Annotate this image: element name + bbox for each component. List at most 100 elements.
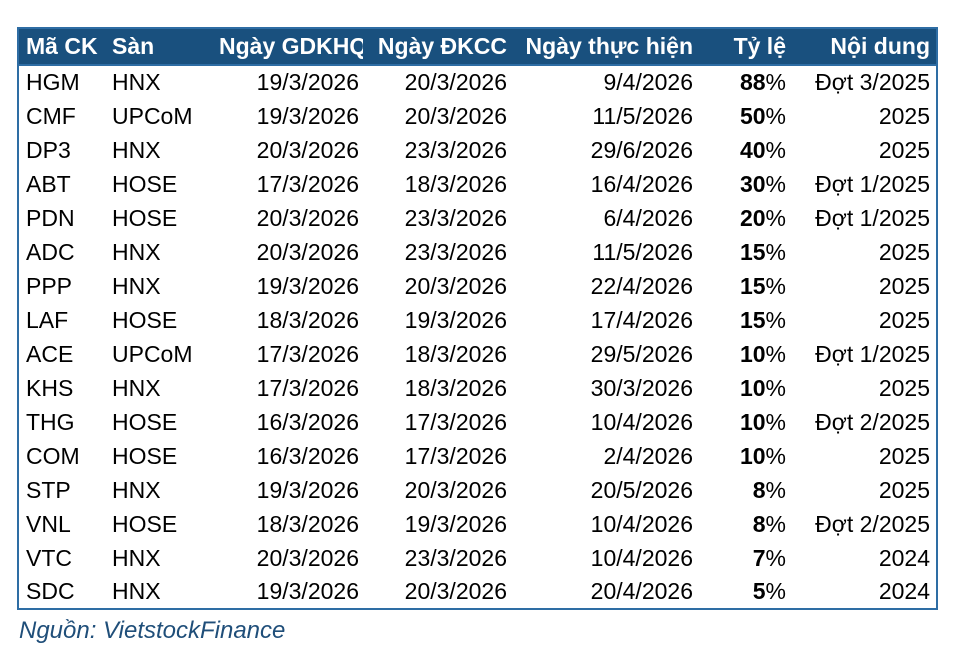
cell-ngay-dkcc: 23/3/2026 (404, 238, 507, 265)
cell-ngay-dkcc: 18/3/2026 (404, 170, 507, 197)
cell-ma-ck: ADC (26, 238, 75, 265)
table-row: STP HNX 19/3/2026 20/3/2026 20/5/2026 8% 2025 (18, 473, 937, 507)
column-header-ma-ck: Mã CK (18, 28, 108, 66)
cell-ty-le: 10% (739, 442, 786, 469)
cell-ngay-gdkhq: 16/3/2026 (256, 408, 359, 435)
cell-noi-dung: 2025 (878, 476, 930, 503)
table-row: PPP HNX 19/3/2026 20/3/2026 22/4/2026 15% 2025 (18, 269, 937, 303)
cell-ngay-thuc-hien: 29/5/2026 (590, 340, 693, 367)
cell-noi-dung: 2025 (878, 306, 930, 333)
cell-san: HNX (112, 69, 161, 95)
cell-ngay-thuc-hien: 2/4/2026 (603, 442, 693, 469)
cell-ngay-thuc-hien: 11/5/2026 (592, 102, 693, 129)
cell-noi-dung: Đợt 3/2025 (815, 69, 930, 95)
cell-ma-ck: ABT (26, 170, 71, 197)
column-header-ngay-dkcc: Ngày ĐKCC (363, 28, 511, 66)
cell-ngay-gdkhq: 19/3/2026 (256, 476, 359, 503)
cell-ngay-gdkhq: 20/3/2026 (256, 204, 359, 231)
cell-ngay-dkcc: 23/3/2026 (404, 204, 507, 231)
table-row: COM HOSE 16/3/2026 17/3/2026 2/4/2026 10% 2025 (18, 439, 937, 473)
cell-ty-le: 8% (752, 510, 786, 537)
cell-ngay-dkcc: 20/3/2026 (404, 578, 507, 604)
table-row: THG HOSE 16/3/2026 17/3/2026 10/4/2026 10% Đợt… (18, 405, 937, 439)
cell-ngay-dkcc: 18/3/2026 (404, 374, 507, 401)
cell-ma-ck: VNL (26, 510, 71, 537)
column-header-san: Sàn (108, 28, 215, 66)
cell-ty-le: 10% (739, 408, 786, 435)
percent-sign: % (765, 69, 786, 95)
cell-ngay-dkcc: 17/3/2026 (404, 442, 507, 469)
percent-sign: % (765, 238, 786, 265)
cell-noi-dung: 2025 (878, 272, 930, 299)
cell-ma-ck: ACE (26, 340, 74, 367)
column-header-ngay-gdkhq: Ngày GDKHQ (215, 28, 363, 66)
table-row: LAF HOSE 18/3/2026 19/3/2026 17/4/2026 15% 202… (18, 303, 937, 337)
cell-ty-le: 15% (739, 272, 786, 299)
cell-ngay-dkcc: 20/3/2026 (404, 69, 507, 95)
source-caption: Nguồn: VietstockFinance (19, 617, 286, 644)
cell-ngay-thuc-hien: 20/4/2026 (590, 578, 693, 604)
cell-ngay-thuc-hien: 9/4/2026 (603, 69, 693, 95)
cell-ty-le: 15% (739, 238, 786, 265)
cell-san: UPCoM (112, 340, 193, 367)
cell-ngay-dkcc: 20/3/2026 (404, 272, 507, 299)
table-row: SDC HNX 19/3/2026 20/3/2026 20/4/2026 5% 2024 (18, 575, 937, 609)
cell-san: HOSE (112, 510, 178, 537)
percent-sign: % (765, 306, 786, 333)
cell-ngay-thuc-hien: 10/4/2026 (590, 510, 693, 537)
cell-ma-ck: PPP (26, 272, 73, 299)
percent-sign: % (765, 578, 786, 604)
table-row: DP3 HNX 20/3/2026 23/3/2026 29/6/2026 40% 2025 (18, 133, 937, 167)
percent-sign: % (765, 510, 786, 537)
cell-ma-ck: COM (26, 442, 80, 469)
cell-san: HOSE (112, 204, 178, 231)
column-header-ngay-thuc-hien: Ngày thực hiện (511, 28, 697, 66)
cell-ngay-gdkhq: 19/3/2026 (256, 578, 359, 604)
cell-ngay-gdkhq: 20/3/2026 (256, 544, 359, 571)
cell-ngay-dkcc: 20/3/2026 (404, 476, 507, 503)
cell-san: HNX (112, 374, 161, 401)
cell-ngay-dkcc: 23/3/2026 (404, 544, 507, 571)
table-row: HGM HNX 19/3/2026 20/3/2026 9/4/2026 88% Đợt 3… (18, 65, 937, 99)
cell-ngay-gdkhq: 20/3/2026 (256, 136, 359, 163)
cell-san: UPCoM (112, 102, 193, 129)
cell-ty-le: 50% (739, 102, 786, 129)
cell-ngay-dkcc: 23/3/2026 (404, 136, 507, 163)
cell-ngay-gdkhq: 17/3/2026 (256, 170, 359, 197)
cell-san: HNX (112, 136, 161, 163)
cell-noi-dung: 2024 (878, 578, 930, 604)
percent-sign: % (765, 136, 786, 163)
cell-ngay-thuc-hien: 11/5/2026 (592, 238, 693, 265)
header-row: Mã CK Sàn Ngày GDKHQ Ngày ĐKCC Ngày thực hiệ… (18, 28, 937, 66)
cell-ngay-gdkhq: 19/3/2026 (256, 272, 359, 299)
cell-ty-le: 15% (739, 306, 786, 333)
cell-ngay-thuc-hien: 17/4/2026 (590, 306, 693, 333)
cell-ty-le: 40% (739, 136, 786, 163)
cell-ma-ck: HGM (26, 69, 80, 95)
table-row: ACE UPCoM 17/3/2026 18/3/2026 29/5/2026 10% Đợ… (18, 337, 937, 371)
cell-san: HNX (112, 544, 161, 571)
cell-ma-ck: KHS (26, 374, 74, 401)
cell-ma-ck: LAF (26, 306, 69, 333)
percent-sign: % (765, 544, 786, 571)
cell-san: HNX (112, 238, 161, 265)
table-row: PDN HOSE 20/3/2026 23/3/2026 6/4/2026 20% Đợt … (18, 201, 937, 235)
cell-noi-dung: 2025 (878, 442, 930, 469)
table-row: ADC HNX 20/3/2026 23/3/2026 11/5/2026 15% 2025 (18, 235, 937, 269)
cell-ngay-gdkhq: 20/3/2026 (256, 238, 359, 265)
cell-ty-le: 88% (739, 69, 786, 95)
percent-sign: % (765, 476, 786, 503)
cell-ngay-gdkhq: 18/3/2026 (256, 510, 359, 537)
cell-ty-le: 10% (739, 340, 786, 367)
cell-noi-dung: Đợt 1/2025 (815, 170, 930, 197)
cell-san: HOSE (112, 442, 178, 469)
table-row: ABT HOSE 17/3/2026 18/3/2026 16/4/2026 30% Đợt… (18, 167, 937, 201)
cell-ty-le: 5% (752, 578, 786, 604)
cell-ma-ck: CMF (26, 102, 76, 129)
cell-ma-ck: DP3 (26, 136, 71, 163)
cell-ngay-thuc-hien: 22/4/2026 (590, 272, 693, 299)
cell-ngay-thuc-hien: 10/4/2026 (590, 544, 693, 571)
cell-noi-dung: 2024 (878, 544, 930, 571)
cell-ngay-gdkhq: 18/3/2026 (256, 306, 359, 333)
cell-ngay-thuc-hien: 29/6/2026 (590, 136, 693, 163)
